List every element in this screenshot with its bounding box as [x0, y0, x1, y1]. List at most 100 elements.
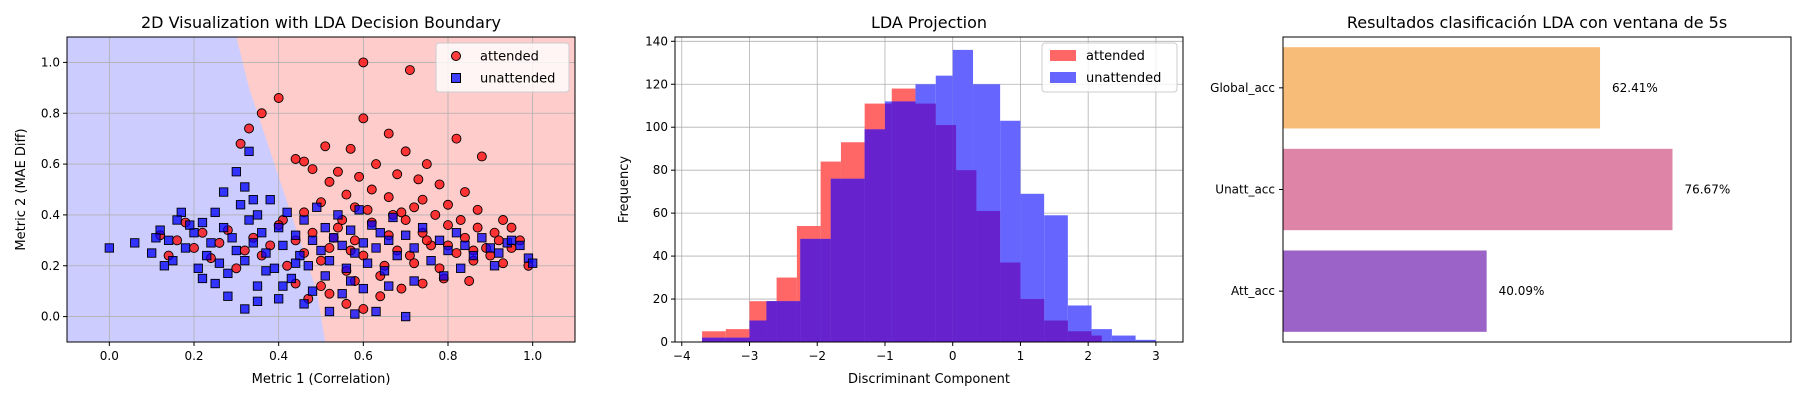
attended-point — [332, 166, 343, 177]
attended-point — [172, 235, 183, 246]
unattended-point — [210, 278, 220, 289]
hist-xtick-label: −1 — [876, 349, 894, 363]
attended-point — [417, 278, 428, 289]
attended-point — [189, 243, 199, 253]
attended-point — [375, 291, 386, 302]
attended-point — [282, 260, 293, 271]
hist-legend-unattended-label: unattended — [1086, 71, 1161, 86]
scatter-xtick-label: 0.0 — [100, 349, 119, 363]
attended-point — [421, 235, 432, 246]
overlap-hist-bar — [952, 125, 957, 342]
bar-value-label: 76.67% — [1684, 183, 1730, 197]
hist-ytick-label: 100 — [645, 120, 668, 134]
attended-point — [409, 258, 420, 269]
scatter-ytick-label: 1.0 — [41, 55, 60, 69]
unattended-point — [274, 222, 284, 233]
bar-att-acc — [1283, 250, 1487, 332]
unattended-point — [159, 261, 170, 271]
unattended-point — [185, 220, 195, 230]
unattended-point — [231, 167, 241, 177]
unattended-point — [451, 228, 462, 238]
bar-value-label: 40.09% — [1499, 284, 1545, 298]
unattended-point — [392, 250, 402, 261]
unattended-point — [147, 248, 157, 258]
attended-point — [434, 179, 445, 190]
attended-point — [197, 227, 208, 238]
unattended-point — [240, 182, 250, 192]
bar-category-label: Global_acc — [1210, 81, 1275, 95]
unattended-point — [401, 311, 411, 322]
scatter-xtick-label: 1.0 — [523, 349, 542, 363]
attended-point — [421, 159, 432, 170]
bar-panel: Global_acc 62.41% Unatt_acc 76.67% Att_acc 40… — [1210, 13, 1792, 343]
scatter-legend-box — [435, 42, 570, 93]
unattended-point — [307, 235, 318, 245]
attended-point — [244, 123, 254, 134]
overlap-hist-bar — [796, 301, 801, 342]
unattended-point — [214, 258, 225, 268]
scatter-xtick-label: 0.2 — [184, 349, 203, 363]
hist-xtick-label: −2 — [808, 349, 826, 363]
unattended-point — [197, 273, 208, 284]
unattended-point — [282, 207, 292, 218]
overlap-hist-bar — [935, 125, 953, 342]
histogram-title: LDA Projection — [871, 13, 987, 32]
histogram-legend: attended unattended — [1041, 42, 1178, 93]
unattended-point — [350, 309, 360, 319]
scatter-xtick-label: 0.4 — [269, 349, 288, 363]
unattended-point — [290, 230, 301, 240]
scatter-ytick-label: 0.4 — [41, 208, 60, 222]
unattended-point — [350, 248, 360, 258]
attended-point — [273, 93, 284, 103]
hist-legend-attended-label: attended — [1086, 49, 1145, 64]
unattended-point — [244, 215, 254, 225]
attended-point — [464, 276, 475, 286]
unattended-point — [252, 281, 263, 291]
attended-point — [498, 215, 508, 225]
histogram-ylabel: Frequency — [617, 156, 632, 223]
attended-point — [404, 65, 415, 75]
hist-xtick-label: 0 — [949, 349, 957, 363]
unattended-point — [358, 238, 368, 248]
attended-point — [371, 159, 381, 170]
unattended-point — [223, 291, 233, 301]
scatter-xtick-label: 0.6 — [354, 349, 373, 363]
attended-point — [400, 146, 411, 157]
attended-point — [383, 128, 394, 139]
attended-point — [451, 133, 462, 144]
attended-point — [349, 235, 360, 246]
attended-point — [409, 202, 420, 213]
unattended-point — [104, 243, 114, 253]
unattended-point — [206, 238, 216, 248]
overlap-hist-bar — [725, 337, 750, 342]
attended-point — [498, 258, 508, 269]
overlap-hist-bar — [800, 238, 821, 342]
unattended-point — [379, 266, 390, 276]
bar-category-label: Unatt_acc — [1215, 183, 1275, 197]
unattended-point — [197, 217, 208, 228]
overlap-hist-bar — [864, 129, 885, 342]
unattended-point — [485, 243, 495, 253]
unattended-point — [417, 222, 428, 233]
attended-point — [235, 138, 246, 149]
unattended-point — [248, 195, 258, 205]
scatter-grid — [67, 37, 575, 342]
unattended-point — [269, 263, 280, 273]
hist-xtick-label: −4 — [673, 349, 691, 363]
unattended-hist-bar — [1111, 335, 1136, 342]
unattended-point — [341, 263, 352, 273]
unattended-point — [337, 289, 347, 299]
unattended-point — [367, 220, 377, 230]
scatter-ytick-label: 0.0 — [41, 310, 60, 324]
unattended-point — [303, 261, 313, 271]
unattended-hist-bar — [1044, 215, 1068, 342]
unattended-point — [235, 200, 246, 210]
attended-point — [324, 176, 335, 187]
attended-point — [332, 222, 343, 233]
scatter-xtick-label: 0.8 — [438, 349, 457, 363]
hist-ytick-label: 120 — [645, 77, 668, 91]
attended-point — [443, 220, 453, 231]
overlap-hist-bar — [1067, 331, 1092, 342]
unattended-point — [494, 248, 504, 258]
